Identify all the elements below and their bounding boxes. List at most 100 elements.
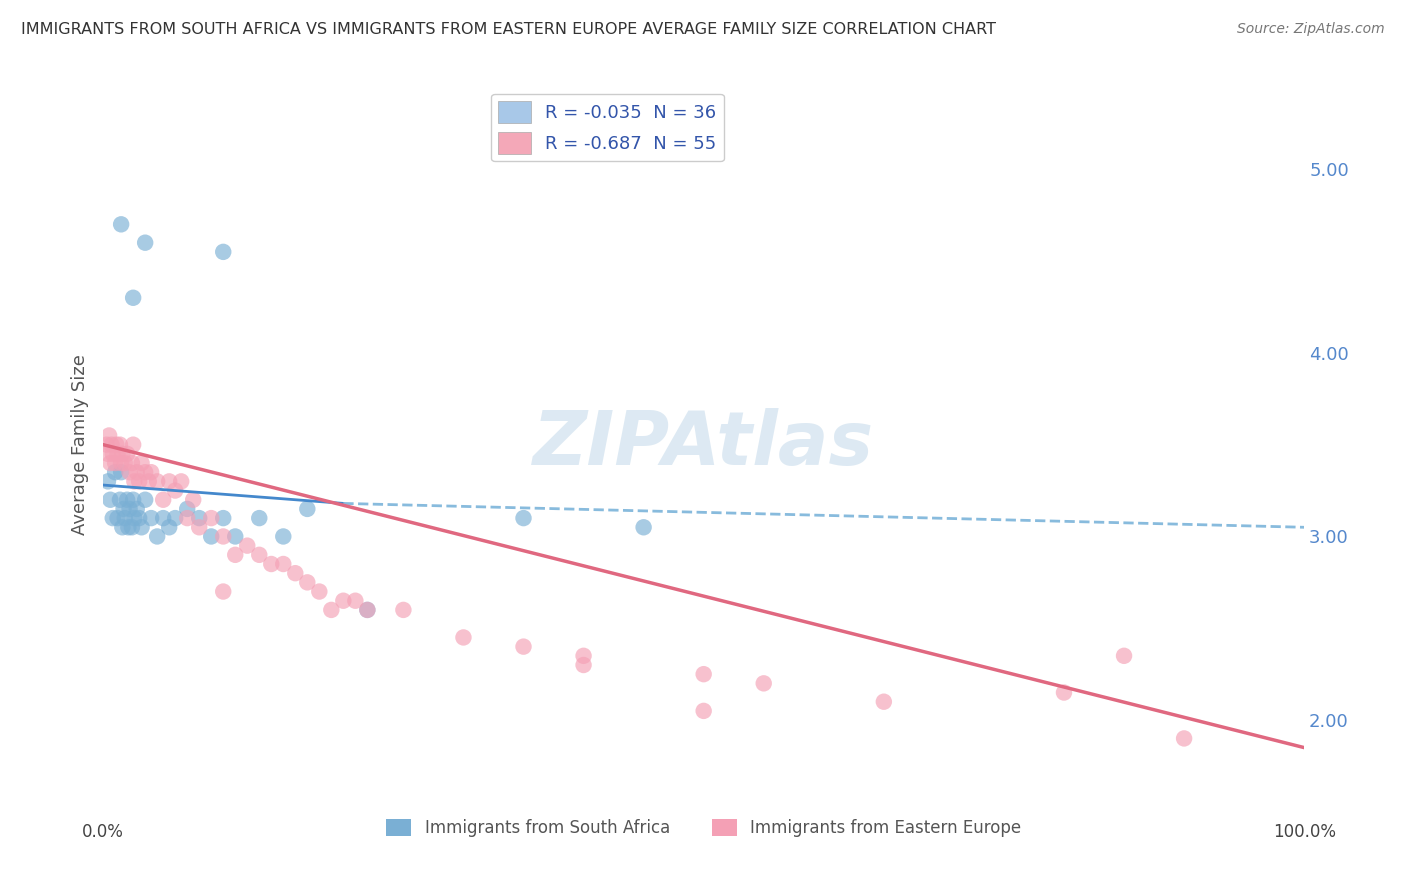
Point xyxy=(128,511,150,525)
Point xyxy=(572,648,595,663)
Point xyxy=(344,593,367,607)
Point xyxy=(152,492,174,507)
Point xyxy=(152,511,174,525)
Point xyxy=(107,511,129,525)
Point xyxy=(96,437,118,451)
Point xyxy=(188,511,211,525)
Point xyxy=(124,511,146,525)
Point xyxy=(692,667,714,681)
Point xyxy=(284,566,307,581)
Point xyxy=(134,465,156,479)
Point xyxy=(200,529,222,543)
Point xyxy=(138,475,160,489)
Point xyxy=(247,548,270,562)
Point xyxy=(692,704,714,718)
Point xyxy=(141,511,163,525)
Point xyxy=(122,437,145,451)
Point xyxy=(100,437,122,451)
Point xyxy=(107,447,129,461)
Point xyxy=(392,603,415,617)
Point xyxy=(200,511,222,525)
Y-axis label: Average Family Size: Average Family Size xyxy=(72,354,89,535)
Point xyxy=(104,465,127,479)
Point xyxy=(121,456,143,470)
Point xyxy=(165,511,187,525)
Point xyxy=(114,511,136,525)
Point xyxy=(115,447,138,461)
Point xyxy=(633,520,655,534)
Point xyxy=(297,575,319,590)
Point xyxy=(125,502,148,516)
Point xyxy=(118,502,141,516)
Point xyxy=(97,475,120,489)
Point xyxy=(115,492,138,507)
Point xyxy=(124,475,146,489)
Point xyxy=(873,695,896,709)
Point xyxy=(260,557,283,571)
Point xyxy=(224,548,246,562)
Point xyxy=(108,437,131,451)
Point xyxy=(271,529,294,543)
Point xyxy=(297,502,319,516)
Point xyxy=(141,465,163,479)
Point xyxy=(157,475,180,489)
Point xyxy=(572,658,595,673)
Point xyxy=(117,520,139,534)
Point xyxy=(321,603,343,617)
Point xyxy=(105,437,128,451)
Point xyxy=(122,291,145,305)
Point xyxy=(212,584,235,599)
Point xyxy=(170,475,193,489)
Point xyxy=(512,640,534,654)
Point xyxy=(134,235,156,250)
Point xyxy=(131,456,153,470)
Point xyxy=(332,593,354,607)
Point xyxy=(224,529,246,543)
Point xyxy=(110,465,132,479)
Point xyxy=(114,456,136,470)
Point xyxy=(111,520,134,534)
Point xyxy=(131,520,153,534)
Point xyxy=(108,492,131,507)
Point xyxy=(1112,648,1135,663)
Point xyxy=(356,603,378,617)
Point xyxy=(308,584,330,599)
Text: Source: ZipAtlas.com: Source: ZipAtlas.com xyxy=(1237,22,1385,37)
Point xyxy=(110,456,132,470)
Point xyxy=(112,502,135,516)
Point xyxy=(128,475,150,489)
Point xyxy=(134,492,156,507)
Point xyxy=(1173,731,1195,746)
Point xyxy=(247,511,270,525)
Text: ZIPAtlas: ZIPAtlas xyxy=(533,409,875,481)
Point xyxy=(101,511,124,525)
Point xyxy=(98,456,121,470)
Point xyxy=(146,475,169,489)
Point xyxy=(118,465,141,479)
Point xyxy=(97,447,120,461)
Point xyxy=(122,492,145,507)
Point xyxy=(1053,685,1076,699)
Point xyxy=(212,244,235,259)
Point xyxy=(101,447,124,461)
Legend: Immigrants from South Africa, Immigrants from Eastern Europe: Immigrants from South Africa, Immigrants… xyxy=(380,813,1028,844)
Point xyxy=(121,520,143,534)
Point xyxy=(146,529,169,543)
Point xyxy=(512,511,534,525)
Point xyxy=(165,483,187,498)
Point xyxy=(212,529,235,543)
Point xyxy=(110,217,132,231)
Point xyxy=(271,557,294,571)
Point xyxy=(111,447,134,461)
Point xyxy=(356,603,378,617)
Point xyxy=(98,428,121,442)
Point xyxy=(236,539,259,553)
Point xyxy=(98,492,121,507)
Point xyxy=(752,676,775,690)
Point xyxy=(212,511,235,525)
Point xyxy=(157,520,180,534)
Text: IMMIGRANTS FROM SOUTH AFRICA VS IMMIGRANTS FROM EASTERN EUROPE AVERAGE FAMILY SI: IMMIGRANTS FROM SOUTH AFRICA VS IMMIGRAN… xyxy=(21,22,995,37)
Point xyxy=(176,511,198,525)
Point xyxy=(453,631,475,645)
Point xyxy=(104,456,127,470)
